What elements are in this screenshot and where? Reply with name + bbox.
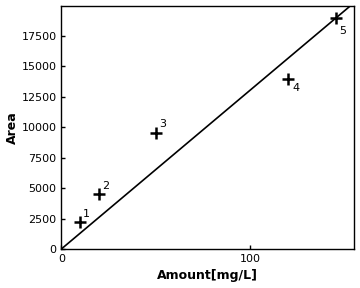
Text: 1: 1 (83, 209, 90, 219)
Text: 2: 2 (102, 181, 109, 191)
Text: 3: 3 (159, 118, 166, 128)
Text: 4: 4 (292, 83, 299, 93)
Text: 5: 5 (339, 26, 346, 36)
Y-axis label: Area: Area (5, 111, 19, 144)
X-axis label: Amount[mg/L]: Amount[mg/L] (157, 270, 258, 283)
